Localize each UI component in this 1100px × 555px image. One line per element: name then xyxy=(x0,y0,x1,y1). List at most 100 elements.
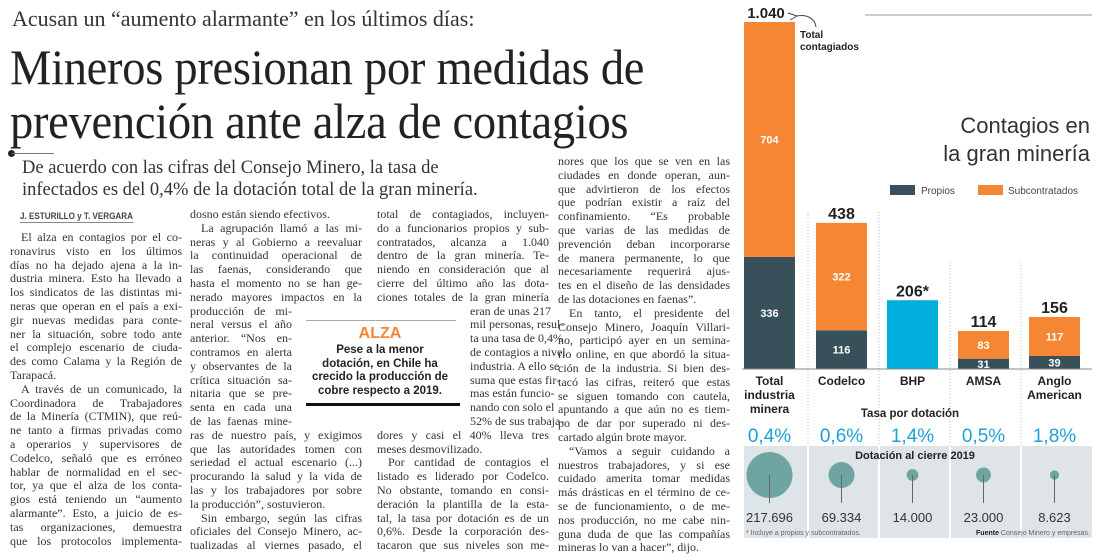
annotation-line: Total xyxy=(800,30,823,41)
body-text-line: crítica situación sa- xyxy=(190,372,292,387)
body-text-line: No obstante, tomando en consi- xyxy=(377,482,549,497)
body-text-line: Sin embargo, según las cifras xyxy=(201,510,362,525)
body-text-line: listado es liderado por Codelco. xyxy=(377,469,549,484)
body-text-line: oficiales del Consejo Minero, ac- xyxy=(190,524,362,539)
kicker: Acusan un “aumento alarmante” en los últ… xyxy=(12,6,475,31)
body-text-line: producción de mi- xyxy=(190,303,292,318)
body-text-line: confinamiento. “Es probable xyxy=(558,209,730,224)
body-text-line: tes en el diseño de las densidades xyxy=(558,278,730,293)
staff-value: 14.000 xyxy=(893,510,933,525)
body-text-line: ronavirus visto en los últimos xyxy=(10,243,182,258)
deck-line-2: infectados es del 0,4% de la dotación to… xyxy=(22,180,478,200)
body-text-line: ción de la industria. Si bien des- xyxy=(558,360,730,375)
body-text-line: El alza en contagios por el co- xyxy=(21,230,182,244)
divider xyxy=(12,153,54,154)
body-text-line: ner la situación, sobre todo ante xyxy=(10,326,182,341)
pull-quote-text: Pese a la menor dotación, en Chile ha cr… xyxy=(298,344,462,398)
body-text-line: las y los trabajadores por sobre xyxy=(190,482,362,497)
chart-title-line: la gran minería xyxy=(943,141,1090,166)
body-text-line: anterior. “Nos en- xyxy=(190,331,292,346)
arrow-icon xyxy=(787,12,817,28)
body-text-line: se de funcionamiento, o de me- xyxy=(558,498,730,513)
body-text-line: hablar de normalidad en el sec- xyxy=(10,464,182,479)
body-text-line: Tarapacá. xyxy=(10,367,57,382)
body-text-line: dustria minera. Esto ha llevado a xyxy=(10,271,182,286)
bar-total xyxy=(887,300,938,369)
body-text-line: gir nuevas medidas para conte- xyxy=(10,312,182,327)
bar-subcontratados xyxy=(958,330,1009,359)
body-text-line: neras y al Gobierno a reevaluar xyxy=(190,234,362,249)
body-text-line: Por cantidad de contagios el xyxy=(388,455,549,470)
category-label: Anglo xyxy=(1038,374,1072,388)
body-text-line: rio online, en que abordó la situa- xyxy=(558,347,730,362)
staff-value: 217.696 xyxy=(746,510,793,525)
body-text-line: apuntando a que aún no es tiem- xyxy=(558,402,730,417)
category-label: AMSA xyxy=(966,374,1002,388)
body-text-line: 52% de sus trabaja- xyxy=(470,413,565,428)
bar-value-subcontratados: 322 xyxy=(832,272,850,284)
rate-title: Tasa por dotación xyxy=(861,408,959,420)
pull-quote-line: Pese a la menor xyxy=(336,344,424,356)
body-text-line: ta una tasa de 0,4% xyxy=(470,331,563,346)
rate-value: 0,6% xyxy=(820,426,863,447)
body-text-line: nos producción, no me cabe nin- xyxy=(558,512,730,527)
article-column: nores que los que se ven en las ciudades … xyxy=(558,154,730,555)
body-text-line: tacaron que sus niveles son me- xyxy=(377,538,549,553)
footnote: * Incluye a propios y subcontratados. xyxy=(746,530,861,537)
body-text-line: ne tanto a firmas privadas como xyxy=(10,423,182,438)
body-text-line: niendo en consideración que al xyxy=(377,262,549,277)
body-text-line: ciones totales de la gran minería xyxy=(377,289,549,304)
body-text-line: la producción”, sostuvieron. xyxy=(190,496,326,511)
legend-swatch-subcontratados xyxy=(978,185,1003,195)
bar-value-subcontratados: 117 xyxy=(1046,331,1064,343)
body-text-line: dosno están siendo efectivos. xyxy=(190,207,330,221)
rate-value: 0,4% xyxy=(748,426,791,447)
staff-value: 69.334 xyxy=(822,510,862,525)
bar-value-subcontratados: 704 xyxy=(760,134,779,146)
category-label: minera xyxy=(750,402,790,416)
bar-subcontratados xyxy=(1029,316,1080,356)
body-text-line: nerado mayores impactos en la xyxy=(190,289,362,304)
body-text-line: y observantes de la xyxy=(190,358,292,373)
category-label: Codelco xyxy=(818,374,865,388)
body-text-line: nuestros trabajadores, y si ese xyxy=(558,457,730,472)
body-text-line: industria. A ello se xyxy=(470,358,560,373)
body-text-line: deración la plantilla de la esta- xyxy=(377,496,549,511)
body-text-line: tacó las cifras, reiteró que estas xyxy=(558,374,730,389)
legend-label-subcontratados: Subcontratados xyxy=(1008,186,1078,197)
staff-value: 8.623 xyxy=(1038,510,1071,525)
source-text: Consejo Minero y empresas. xyxy=(1001,530,1090,537)
chart-title: Contagios en la gran minería xyxy=(905,112,1090,168)
body-text-line: nando con solo el xyxy=(470,400,555,415)
category-label: BHP xyxy=(900,374,925,388)
article-column: total de contagiados, incluyen-do a func… xyxy=(377,207,566,553)
bar-propios xyxy=(744,256,795,369)
body-text-line: total de contagiados, incluyen- xyxy=(377,207,549,221)
body-text-line: no, participó ayer en un semina- xyxy=(558,333,730,348)
body-text-line: dentro de la gran minería. Te- xyxy=(377,248,549,263)
body-text-line: tal, la tasa por dotación es de un xyxy=(377,510,549,525)
article-column: El alza en contagios por el co-ronavirus… xyxy=(10,230,182,548)
body-text-line: prevención deban incorporarse xyxy=(558,236,730,251)
body-text-line: do a funcionarios propios y sub- xyxy=(377,220,549,235)
body-text-line: cuidado amerita tomar medidas xyxy=(558,471,730,486)
pull-quote-line: dotación, en Chile ha xyxy=(322,357,438,370)
body-text-line: de las dotaciones en faenas”. xyxy=(558,291,697,306)
bar-total-label: 438 xyxy=(828,206,855,223)
body-text-line: de la Minería (CTMIN), que reú- xyxy=(10,409,182,424)
body-text-line: guna duda de que las compañías xyxy=(558,526,730,541)
bar-subcontratados xyxy=(816,222,867,331)
body-text-line: meses desmovilizado. xyxy=(377,441,483,456)
body-text-line: En tanto, el presidente del xyxy=(569,305,730,320)
category-label: industria xyxy=(744,388,795,402)
pull-quote: ALZA Pese a la menor dotación, en Chile … xyxy=(298,320,462,406)
body-text-line: La agrupación llamó a las mi- xyxy=(201,220,362,235)
body-text-line: más drásticas en el término de ce- xyxy=(558,485,730,500)
bar-value-propios: 116 xyxy=(833,345,851,357)
bar-total-label: 1.040 xyxy=(747,5,785,22)
body-text-line: de manera permanente, lo que xyxy=(558,250,730,265)
bar-total-label: 156 xyxy=(1041,300,1068,317)
body-text-line: de las faenas mine- xyxy=(190,413,292,428)
body-text-line: po de dar por superado ni des- xyxy=(558,416,730,431)
body-text-line: A través de un comunicado, la xyxy=(21,381,182,396)
